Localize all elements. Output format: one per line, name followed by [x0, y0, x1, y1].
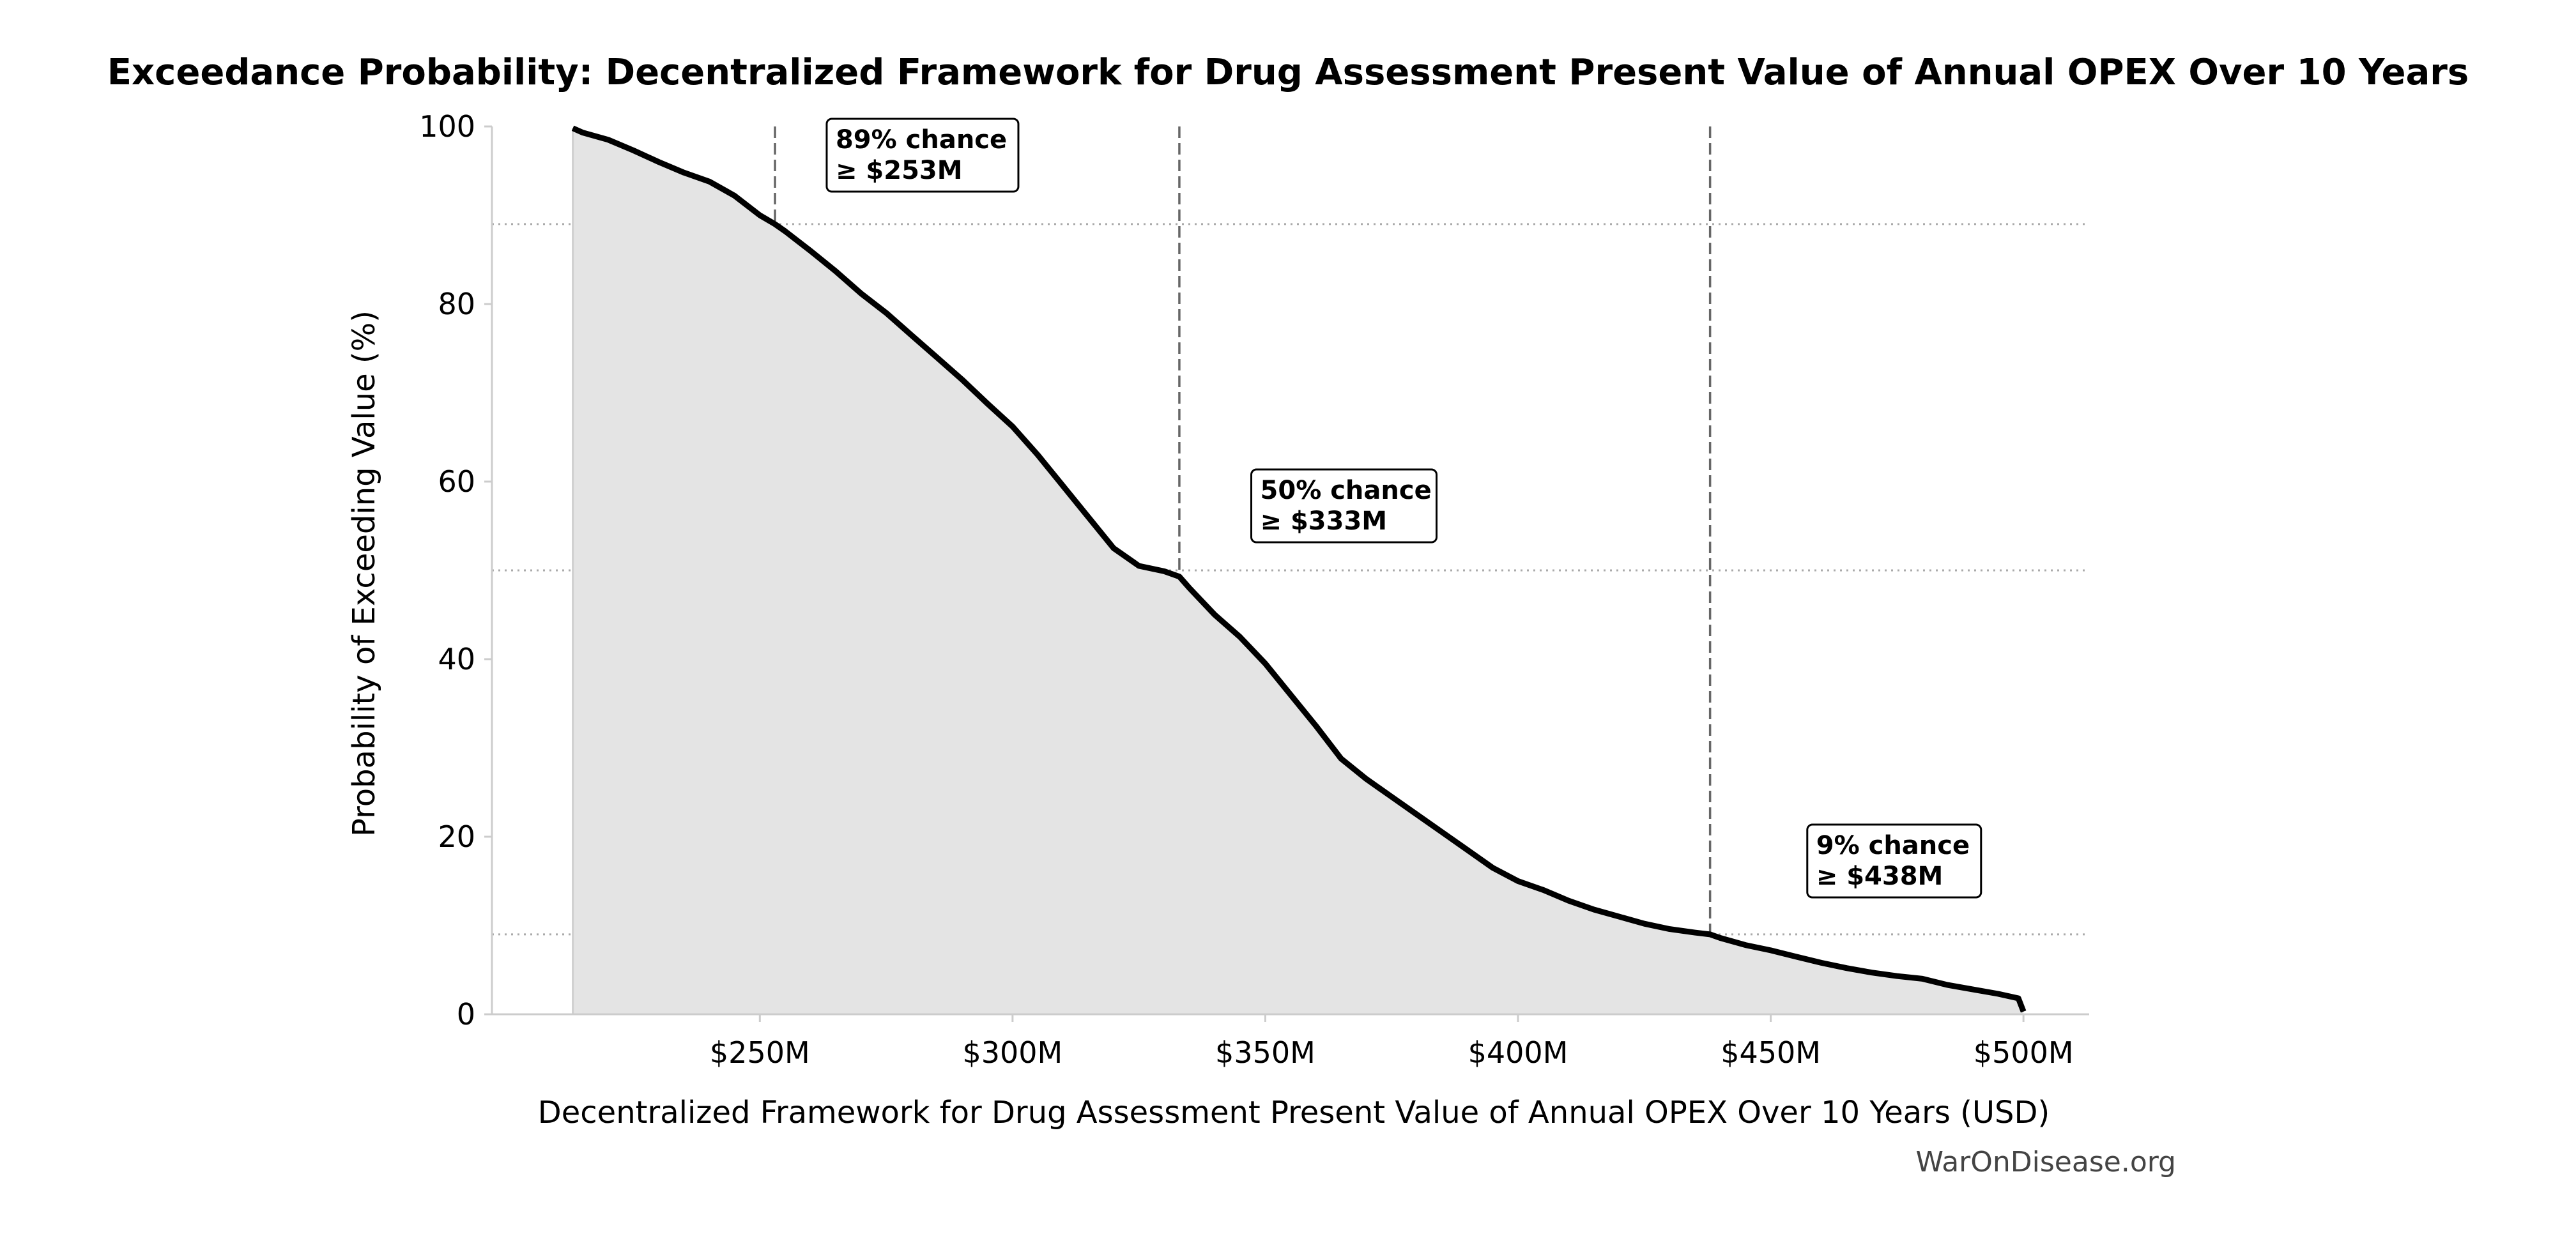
annotation-3: 9% chance≥ $438M	[1806, 823, 1982, 899]
annotation-line2: ≥ $438M	[1816, 862, 1943, 891]
axes: $250M $300M $350M $400M $450M $500M 0 20 40 60 80 1…	[419, 109, 2089, 1070]
exceedance-area-fill	[572, 128, 2024, 1014]
annotations: 89% chance≥ $253M 50% chance≥ $333M 9% cha…	[825, 118, 1982, 899]
x-tick-label: $400M	[1468, 1035, 1568, 1070]
annotation-line1: 50% chance	[1261, 476, 1432, 505]
x-tick-label: $450M	[1721, 1035, 1821, 1070]
y-tick-label: 40	[438, 642, 475, 676]
y-tick-label: 0	[457, 997, 475, 1032]
annotation-box	[1250, 468, 1438, 544]
y-tick-label: 80	[438, 287, 475, 321]
annotation-line1: 9% chance	[1816, 831, 1970, 860]
y-tick-label: 20	[438, 819, 475, 854]
y-tick-label: 60	[438, 464, 475, 499]
annotation-1: 89% chance≥ $253M	[825, 118, 1020, 193]
x-axis-label: Decentralized Framework for Drug Assessm…	[538, 1095, 2050, 1131]
y-axis-label: Probability of Exceeding Value (%)	[346, 310, 382, 837]
watermark: WarOnDisease.org	[1916, 1146, 2176, 1178]
annotation-box	[1806, 823, 1982, 899]
x-tick-label: $300M	[962, 1035, 1062, 1070]
annotation-2: 50% chance≥ $333M	[1250, 468, 1438, 544]
y-tick-label: 100	[419, 109, 475, 144]
annotation-box	[825, 118, 1020, 193]
annotation-line1: 89% chance	[836, 125, 1007, 155]
annotation-line2: ≥ $333M	[1261, 507, 1388, 536]
x-tick-label: $250M	[710, 1035, 810, 1070]
chart-title: Exceedance Probability: Decentralized Fr…	[107, 52, 2469, 93]
annotation-line2: ≥ $253M	[836, 156, 963, 185]
x-tick-label: $500M	[1974, 1035, 2074, 1070]
exceedance-curve	[571, 125, 2027, 1013]
labels: Exceedance Probability: Decentralized Fr…	[107, 52, 2469, 1178]
area-layer	[571, 125, 2027, 1014]
x-tick-label: $350M	[1215, 1035, 1315, 1070]
